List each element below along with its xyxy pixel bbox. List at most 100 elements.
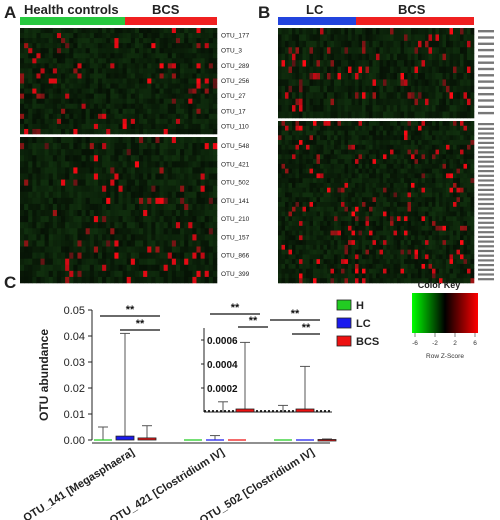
panel-a-top-cell [36,28,41,34]
panel-a-top-cell [208,63,214,69]
panel-b-bottom-cell [460,121,464,127]
panel-a-top-cell [28,113,33,120]
panel-b-bottom-cell [386,187,391,193]
panel-a-bottom-cell [180,252,185,259]
panel-a-top-cell [180,73,185,79]
panel-b-bottom-cell [372,125,377,131]
panel-a-bottom-cell [32,137,37,144]
panel-a-top-cell [143,73,148,79]
panel-a-top-cell [81,73,86,79]
panel-b-bottom-cell [456,144,461,150]
panel-b-top-cell [383,111,387,119]
panel-a-top-cell [32,108,37,115]
panel-b-top-cell [348,105,352,112]
panel-a-bottom-cell [97,161,103,168]
panel-a-bottom-cell [52,264,58,272]
panel-a-top-cell [69,88,74,94]
panel-b-bottom-cell [383,278,387,284]
panel-a-bottom-cell [188,270,193,278]
panel-a-bottom-cell [102,276,107,284]
panel-a-top-cell [44,103,50,110]
panel-b-top-cell [292,60,296,67]
panel-b-bottom-cell [463,130,468,136]
panel-a-bottom-cell [73,197,78,205]
panel-b-top-cell [376,85,380,93]
panel-b-bottom-cell [306,211,310,217]
panel-b-bottom-cell [467,140,471,146]
panel-b-bottom-cell [428,225,433,231]
panel-b-bottom-cell [453,216,457,222]
panel-b-bottom-cell [400,197,405,203]
panel-b-top-cell [453,60,457,67]
panel-b-bottom-cell [337,135,342,141]
panel-b-bottom-cell [320,121,324,127]
panel-b-bottom-cell [390,159,394,165]
panel-b-top-cell [379,98,384,106]
panel-b-bottom-cell [306,249,310,255]
panel-a-top-cell [134,93,140,99]
panel-b-bottom-cell [463,154,468,160]
panel-a-bottom-cell [65,149,70,156]
panel-b-bottom-cell [463,254,468,260]
panel-b-group-bar-lc [278,17,356,25]
panel-b-bottom-cell [351,159,356,165]
panel-a-bottom-cell [32,185,37,193]
panel-a-top-cell [85,83,91,89]
panel-b-bottom-cell [449,259,454,265]
panel-b-top-cell [320,73,324,80]
panel-a-top-cell [163,68,169,74]
panel-b-bottom-cell [383,268,387,274]
panel-a-bottom-cell [73,228,78,235]
panel-b-top-cell [425,28,429,35]
panel-a-top-cell [171,88,177,94]
panel-b-bottom-cell [393,125,398,131]
panel-b-bottom-cell [278,206,282,212]
panel-b-bottom-cell [362,178,366,184]
panel-b-bottom-cell [463,202,468,208]
panel-b-bottom-cell [288,192,293,198]
panel-b-bottom-cell [320,244,324,250]
panel-a-top-cell [139,48,144,54]
panel-b-bottom-cell [348,125,352,131]
panel-b-bottom-cell [337,254,342,260]
panel-a-bottom-cell [36,210,41,217]
panel-a-bottom-cell [28,258,33,266]
panel-b-bottom-cell [379,268,384,274]
panel-b-bottom-cell [470,168,475,174]
panel-a-top-cell [139,113,144,120]
panel-a-top-cell [200,98,205,105]
panel-b-top-cell [397,66,401,74]
panel-a-bottom-cell [114,185,119,193]
panel-a-bottom-cell [200,161,205,168]
panel-a-bottom-cell [102,210,107,217]
panel-b-top-cell [337,40,342,48]
panel-b-bottom-cell [435,187,440,193]
panel-b-bottom-cell [397,211,401,217]
panel-b-bottom-cell [365,268,370,274]
panel-a-top-cell [122,33,127,39]
panel-b-bottom-cell [281,140,286,146]
panel-b-top-cell [358,98,363,106]
panel-b-bottom-cell [358,197,363,203]
panel-b-bottom-cell [278,173,282,179]
panel-a-bottom-cell [20,264,25,272]
panel-b-bottom-cell [341,263,345,269]
panel-b-top-cell [285,92,289,100]
panel-a-bottom-cell [184,228,189,235]
panel-a-bottom-cell [200,167,205,174]
panel-b-bottom-cell [397,244,401,250]
panel-a-bottom-cell [93,149,99,156]
panel-a-bottom-cell [196,137,201,144]
panel-b-top-cell [418,40,422,48]
panel-b-bottom-cell [344,163,349,169]
panel-b-bottom-cell [460,149,464,155]
panel-a-top-cell [188,88,193,94]
panel-b-bottom-cell [316,244,321,250]
panel-a-bottom-cell [126,137,132,144]
panel-a-top-cell [196,68,201,74]
panel-b-bottom-cell [292,273,296,279]
panel-a-top-cell [56,128,62,135]
panel-a-bottom-cell [139,185,144,193]
panel-b-bottom-cell [292,206,296,212]
panel-a-top-cell [130,33,136,39]
